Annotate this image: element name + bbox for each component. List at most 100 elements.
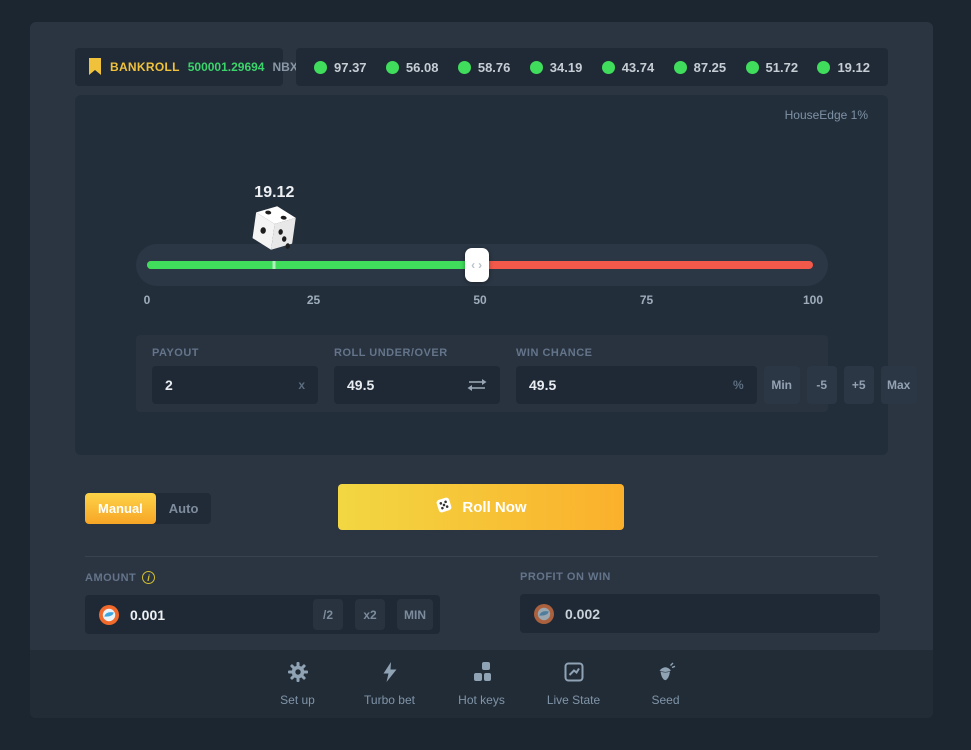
dice-game-panel: HouseEdge 1% 19.12 <box>75 95 917 455</box>
turbo-bet-button[interactable]: Turbo bet <box>363 661 417 707</box>
win-dot-icon <box>385 60 399 74</box>
result-value: 56.08 <box>405 59 439 75</box>
bet-fields-row: AMOUNT i /2 x2 MIN PROFIT ON <box>85 571 880 634</box>
result-value: 43.74 <box>621 59 655 75</box>
result-chip[interactable]: 97.37 <box>314 60 367 75</box>
seed-label: Seed <box>651 692 680 707</box>
divider <box>85 556 878 557</box>
result-value: 51.72 <box>765 59 799 75</box>
scale-tick: 0 <box>143 293 151 307</box>
result-value: 19.12 <box>837 59 870 75</box>
recent-results-bar: 97.37 56.08 58.76 34.19 43.74 87.25 51.7… <box>296 48 888 86</box>
slider-track[interactable]: 19.12 <box>147 184 813 282</box>
setup-label: Set up <box>280 692 315 707</box>
win-chance-min-button[interactable]: Min <box>763 366 800 404</box>
result-chip[interactable]: 58.76 <box>457 59 511 75</box>
scale-tick: 75 <box>639 293 654 307</box>
amount-half-button[interactable]: /2 <box>313 599 343 630</box>
scale-tick: 25 <box>306 293 321 307</box>
amount-min-button[interactable]: MIN <box>397 599 433 630</box>
win-dot-icon <box>529 60 543 74</box>
scale-tick: 100 <box>802 293 824 307</box>
coin-icon <box>533 603 555 625</box>
dice-marker: 19.12 <box>248 184 300 260</box>
slider-track-fill <box>147 261 477 269</box>
bankroll-pill[interactable]: BANKROLL 500001.29694 NBX <box>75 48 298 86</box>
roll-now-button[interactable]: Roll Now <box>338 484 624 530</box>
win-chance-minus5-button[interactable]: -5 <box>806 366 837 404</box>
slider-scale: 0 25 50 75 100 <box>143 293 823 307</box>
seed-button[interactable]: Seed <box>639 662 693 707</box>
result-chip[interactable]: 87.25 <box>673 59 727 75</box>
chevron-right-icon: › <box>478 258 483 272</box>
payout-input[interactable] <box>165 377 291 393</box>
win-dot-icon <box>601 60 615 74</box>
payout-suffix: x <box>298 378 305 392</box>
roll-result-value: 19.12 <box>254 184 295 201</box>
win-chance-suffix: % <box>733 378 744 392</box>
game-card: BANKROLL 500001.29694 NBX 97.37 56.08 58… <box>30 22 933 718</box>
bankroll-label: BANKROLL <box>110 60 180 74</box>
result-value: 87.25 <box>693 59 727 75</box>
roll-now-label: Roll Now <box>462 498 527 516</box>
result-chip[interactable]: 56.08 <box>385 59 439 75</box>
house-edge-text: HouseEdge 1% <box>784 108 868 122</box>
result-value: 34.19 <box>549 59 583 75</box>
dice-icon <box>248 203 300 260</box>
roll-slider: 19.12 <box>136 184 828 286</box>
profit-value: 0.002 <box>565 605 601 622</box>
amount-input[interactable] <box>130 606 303 623</box>
chevron-left-icon: ‹ <box>471 258 476 272</box>
result-chip[interactable]: 43.74 <box>601 59 655 75</box>
result-chip[interactable]: 19.12 <box>817 60 870 75</box>
bookmark-icon <box>88 58 102 76</box>
payout-label: PAYOUT <box>152 347 200 359</box>
roll-under-over-input[interactable] <box>347 377 459 393</box>
win-dot-icon <box>673 60 687 74</box>
result-value: 97.37 <box>334 59 367 75</box>
win-dot-icon <box>457 60 471 74</box>
gear-icon <box>287 661 308 687</box>
win-dot-icon <box>745 60 759 74</box>
mode-manual-button[interactable]: Manual <box>85 493 156 524</box>
win-chance-max-button[interactable]: Max <box>880 366 917 404</box>
keyboard-keys-icon <box>472 661 492 687</box>
bet-mode-toggle: Manual Auto <box>85 493 212 524</box>
win-chance-input[interactable] <box>529 377 725 393</box>
result-chip[interactable]: 51.72 <box>745 59 799 75</box>
lightning-icon <box>380 661 400 687</box>
result-chip[interactable]: 34.19 <box>529 59 583 75</box>
coin-icon <box>98 604 120 626</box>
amount-double-button[interactable]: x2 <box>355 599 385 630</box>
roll-under-over-label: ROLL UNDER/OVER <box>334 347 448 359</box>
acorn-seed-icon <box>656 662 676 687</box>
amount-label: AMOUNT <box>85 571 137 584</box>
top-bar: BANKROLL 500001.29694 NBX 97.37 56.08 58… <box>75 48 888 86</box>
bet-parameters-panel: PAYOUT x ROLL UNDER/OVER <box>136 335 917 412</box>
bankroll-currency: NBX <box>272 60 298 74</box>
live-state-label: Live State <box>546 692 601 707</box>
mode-auto-button[interactable]: Auto <box>156 493 212 524</box>
chart-square-icon <box>564 662 584 687</box>
win-chance-plus5-button[interactable]: +5 <box>843 366 874 404</box>
turbo-bet-label: Turbo bet <box>364 692 415 707</box>
info-icon[interactable]: i <box>142 571 156 584</box>
profit-on-win-label: PROFIT ON WIN <box>520 571 611 583</box>
scale-tick: 50 <box>473 293 487 307</box>
setup-button[interactable]: Set up <box>271 661 325 707</box>
win-chance-label: WIN CHANCE <box>516 347 593 359</box>
win-dot-icon <box>314 60 327 74</box>
footer-toolbar: Set up Turbo bet Hot keys <box>30 650 933 718</box>
bankroll-value: 500001.29694 <box>187 60 265 74</box>
win-dot-icon <box>817 60 831 74</box>
slider-handle[interactable]: ‹ › <box>464 248 489 282</box>
amount-field: /2 x2 MIN <box>85 595 440 634</box>
profit-field: 0.002 <box>520 594 880 633</box>
hot-keys-label: Hot keys <box>458 692 505 707</box>
live-state-button[interactable]: Live State <box>547 662 601 707</box>
roll-dice-icon <box>435 496 453 518</box>
hot-keys-button[interactable]: Hot keys <box>455 661 509 707</box>
result-value: 58.76 <box>477 59 511 75</box>
result-tick <box>272 261 276 269</box>
swap-under-over-icon[interactable] <box>467 378 487 392</box>
